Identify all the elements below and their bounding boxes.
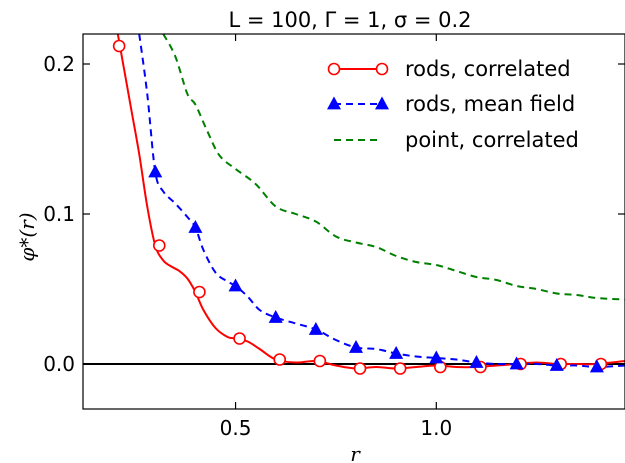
plot-area: 0.5 1.0 0.0 0.1 0.2 — [43, 33, 625, 440]
data-point-triangle — [549, 357, 564, 371]
data-point-triangle — [469, 354, 484, 368]
filled-triangle-marker-icon — [326, 96, 342, 110]
data-point-circle — [233, 332, 246, 345]
data-point-triangle — [268, 309, 283, 323]
data-point-circle — [193, 285, 206, 299]
legend-label-2: rods, mean field — [405, 92, 575, 116]
open-circle-marker-icon — [327, 62, 341, 76]
filled-triangle-marker-icon — [374, 96, 390, 110]
chart-title: L = 100, Γ = 1, σ = 0.2 — [228, 8, 471, 32]
legend: rods, correlated rods, mean field point, c… — [326, 57, 579, 152]
data-point-triangle — [509, 356, 524, 370]
data-point-circle — [313, 354, 327, 368]
legend-label-1: rods, correlated — [405, 57, 571, 81]
x-tick-label: 1.0 — [420, 416, 452, 440]
x-tick-label: 0.5 — [220, 416, 252, 440]
data-point-circle — [152, 239, 166, 252]
data-point-triangle — [589, 359, 604, 373]
tick-layer: 0.5 1.0 0.0 0.1 0.2 — [43, 34, 625, 440]
data-point-circle — [112, 39, 126, 53]
plot-frame — [82, 33, 625, 410]
legend-label-3: point, correlated — [405, 128, 579, 152]
series-line-3 — [162, 34, 625, 301]
y-tick-label: 0.2 — [43, 52, 75, 76]
data-point-circle — [273, 353, 287, 366]
data-point-triangle — [308, 321, 323, 335]
open-circle-marker-icon — [375, 62, 389, 76]
data-point-triangle — [228, 278, 243, 292]
data-point-triangle — [188, 219, 203, 233]
data-point-triangle — [429, 350, 444, 364]
y-axis-label: φ*(r) — [15, 212, 39, 261]
data-point-triangle — [389, 345, 404, 359]
y-tick-label: 0.1 — [43, 202, 75, 226]
data-point-circle — [393, 362, 407, 375]
data-point-circle — [353, 362, 367, 375]
data-point-triangle — [148, 164, 163, 178]
marker-layer — [112, 39, 608, 375]
y-tick-label: 0.0 — [43, 352, 75, 376]
x-axis-label: r — [350, 442, 361, 463]
data-point-triangle — [348, 339, 364, 353]
